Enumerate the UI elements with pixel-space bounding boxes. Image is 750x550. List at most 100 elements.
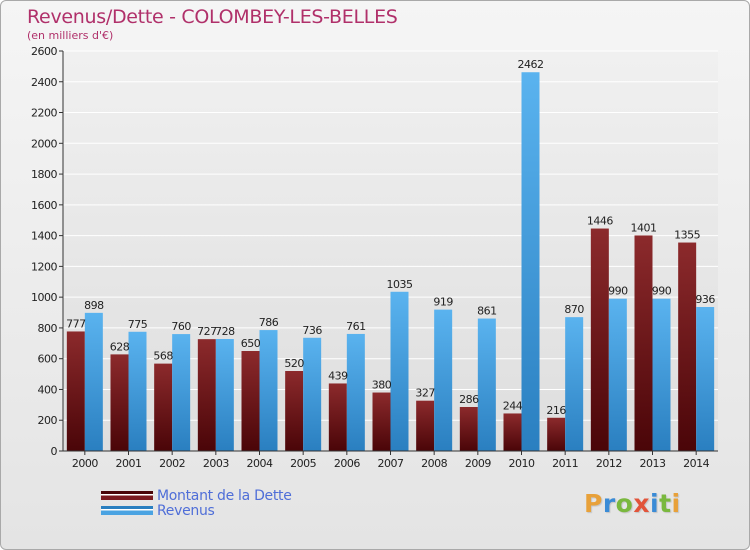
data-label-revenue: 990 <box>608 285 628 298</box>
bar-revenue <box>434 309 453 451</box>
y-tick-label: 1200 <box>31 260 57 273</box>
y-tick-label: 400 <box>38 383 58 396</box>
logo-letter: r <box>602 489 616 518</box>
data-label-revenue: 786 <box>259 316 279 329</box>
data-label-debt: 777 <box>66 317 86 330</box>
bar-debt <box>416 400 435 451</box>
x-tick-label: 2006 <box>334 457 360 470</box>
x-tick-label: 2011 <box>552 457 578 470</box>
data-label-revenue: 728 <box>215 325 235 338</box>
x-tick-label: 2001 <box>116 457 142 470</box>
y-tick-label: 2400 <box>31 76 57 89</box>
y-tick-label: 2600 <box>31 45 57 58</box>
legend-swatch-revenue <box>101 506 153 515</box>
bar-debt <box>110 354 129 451</box>
data-label-revenue: 936 <box>695 293 715 306</box>
bar-revenue <box>696 307 715 451</box>
data-label-debt: 439 <box>328 369 348 382</box>
bar-revenue <box>84 312 103 451</box>
bar-revenue <box>477 318 496 451</box>
proxiti-logo: Proxiti <box>584 489 681 518</box>
bar-revenue <box>346 333 365 451</box>
x-tick-label: 2000 <box>72 457 98 470</box>
bar-debt <box>547 417 566 451</box>
bar-debt <box>634 235 653 451</box>
data-label-revenue: 870 <box>564 303 584 316</box>
data-label-debt: 380 <box>372 379 392 392</box>
x-tick-label: 2003 <box>203 457 229 470</box>
bar-debt <box>241 351 260 451</box>
legend-swatch-debt <box>101 491 153 500</box>
data-label-revenue: 898 <box>84 299 104 312</box>
logo-letter: i <box>650 489 660 518</box>
y-tick-label: 200 <box>38 414 58 427</box>
data-label-debt: 216 <box>546 404 566 417</box>
bar-revenue <box>215 339 234 451</box>
data-label-debt: 1446 <box>587 215 613 228</box>
y-tick-label: 1600 <box>31 199 57 212</box>
logo-letter: t <box>659 489 672 518</box>
data-label-revenue: 861 <box>477 305 497 318</box>
bar-revenue <box>652 298 671 451</box>
x-tick-label: 2009 <box>465 457 491 470</box>
y-tick-label: 2000 <box>31 137 57 150</box>
y-tick-label: 1400 <box>31 230 57 243</box>
data-label-debt: 650 <box>241 337 261 350</box>
x-tick-label: 2002 <box>159 457 185 470</box>
data-label-revenue: 2462 <box>518 58 544 71</box>
legend: Montant de la Dette Revenus <box>101 487 292 519</box>
bar-debt <box>503 413 522 451</box>
bar-revenue <box>259 330 278 451</box>
data-label-revenue: 736 <box>302 324 322 337</box>
x-tick-label: 2013 <box>640 457 666 470</box>
logo-letter: i <box>671 489 681 518</box>
data-label-debt: 520 <box>284 357 304 370</box>
y-tick-label: 800 <box>38 322 58 335</box>
bar-debt <box>459 407 478 451</box>
x-tick-label: 2012 <box>596 457 622 470</box>
bar-debt <box>66 331 85 451</box>
logo-letter: o <box>615 489 634 518</box>
bar-debt <box>328 383 347 451</box>
x-tick-label: 2008 <box>421 457 447 470</box>
bar-revenue <box>390 291 409 451</box>
x-tick-label: 2014 <box>683 457 709 470</box>
data-label-revenue: 760 <box>171 320 191 333</box>
data-label-debt: 244 <box>503 399 523 412</box>
bar-debt <box>154 363 173 451</box>
bar-revenue <box>128 331 147 451</box>
bar-revenue <box>303 337 322 451</box>
data-label-revenue: 761 <box>346 320 366 333</box>
x-tick-label: 2010 <box>509 457 535 470</box>
bar-revenue <box>521 72 540 451</box>
data-label-debt: 327 <box>415 387 435 400</box>
y-tick-label: 600 <box>38 353 58 366</box>
data-label-revenue: 919 <box>433 296 453 309</box>
legend-label-debt: Montant de la Dette <box>157 487 292 504</box>
x-tick-label: 2004 <box>247 457 273 470</box>
x-tick-label: 2007 <box>378 457 404 470</box>
data-label-debt: 1355 <box>674 229 700 242</box>
y-tick-label: 1000 <box>31 291 57 304</box>
y-tick-label: 0 <box>51 445 58 458</box>
bar-debt <box>372 392 391 451</box>
legend-item-debt: Montant de la Dette <box>101 487 292 504</box>
bar-revenue <box>565 317 584 451</box>
y-tick-label: 2200 <box>31 107 57 120</box>
logo-letter: P <box>584 489 603 518</box>
data-label-debt: 1401 <box>631 221 657 234</box>
logo-letter: x <box>633 489 650 518</box>
data-label-debt: 727 <box>197 325 217 338</box>
data-label-revenue: 775 <box>128 318 148 331</box>
legend-label-revenue: Revenus <box>157 502 215 519</box>
bar-debt <box>678 242 697 451</box>
chart-title: Revenus/Dette - COLOMBEY-LES-BELLES <box>27 6 398 28</box>
legend-item-revenue: Revenus <box>101 502 292 519</box>
bar-debt <box>590 228 609 451</box>
bar-debt <box>197 339 216 451</box>
y-tick-label: 1800 <box>31 168 57 181</box>
bars <box>66 72 715 451</box>
data-label-revenue: 1035 <box>387 278 413 291</box>
